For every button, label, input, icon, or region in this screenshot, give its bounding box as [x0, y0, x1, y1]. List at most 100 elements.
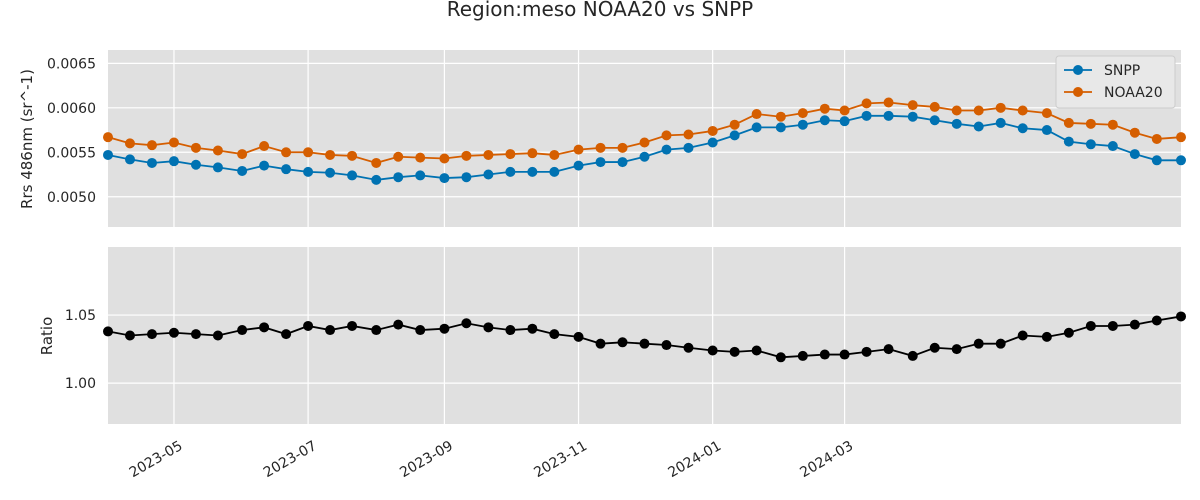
bottom-point-ratio — [839, 349, 850, 360]
bottom-point-ratio — [1129, 319, 1140, 330]
top-point-noaa20 — [237, 149, 248, 160]
bottom-point-ratio — [995, 338, 1006, 349]
x-tick-label: 2024-03 — [797, 438, 856, 481]
top-y-axis-label: Rrs 486nm (sr^-1) — [18, 69, 36, 209]
bottom-point-ratio — [797, 350, 808, 361]
top-point-noaa20 — [729, 119, 740, 130]
top-point-snpp — [259, 160, 270, 171]
top-point-snpp — [505, 166, 516, 177]
bottom-point-ratio — [190, 329, 201, 340]
top-point-snpp — [483, 169, 494, 180]
top-y-tick-label: 0.0060 — [47, 101, 96, 117]
top-point-snpp — [190, 159, 201, 170]
top-point-noaa20 — [439, 153, 450, 164]
bottom-point-ratio — [751, 345, 762, 356]
bottom-point-ratio — [371, 325, 382, 336]
top-point-noaa20 — [1041, 108, 1052, 119]
top-point-snpp — [1107, 141, 1118, 152]
top-point-snpp — [1129, 149, 1140, 160]
top-point-noaa20 — [951, 105, 962, 116]
top-point-snpp — [929, 115, 940, 126]
top-point-noaa20 — [347, 150, 358, 161]
top-point-snpp — [461, 172, 472, 183]
legend-label-noaa20: NOAA20 — [1104, 85, 1163, 101]
top-point-snpp — [527, 166, 538, 177]
top-point-noaa20 — [103, 132, 113, 143]
top-point-snpp — [595, 157, 606, 168]
top-point-noaa20 — [595, 142, 606, 153]
top-point-snpp — [683, 142, 694, 153]
bottom-point-ratio — [146, 329, 157, 340]
top-point-snpp — [1085, 139, 1096, 150]
top-series-group — [103, 97, 1186, 185]
bottom-point-ratio — [1176, 311, 1186, 322]
top-y-ticks: 0.0050 0.0055 0.0060 0.0065 — [47, 56, 96, 205]
bottom-point-ratio — [617, 337, 628, 348]
top-point-snpp — [146, 157, 157, 168]
top-point-noaa20 — [549, 149, 560, 160]
bottom-point-ratio — [303, 320, 314, 331]
top-point-snpp — [371, 174, 382, 185]
bottom-point-ratio — [707, 345, 718, 356]
top-point-noaa20 — [415, 152, 426, 163]
top-point-noaa20 — [973, 105, 984, 116]
bottom-point-ratio — [212, 330, 223, 341]
top-point-snpp — [861, 110, 872, 121]
x-tick-label: 2024-01 — [665, 438, 724, 481]
top-point-noaa20 — [1129, 127, 1140, 138]
bottom-point-ratio — [1107, 320, 1118, 331]
top-point-snpp — [573, 160, 584, 171]
top-point-noaa20 — [797, 108, 808, 119]
top-point-noaa20 — [617, 142, 628, 153]
top-point-noaa20 — [259, 141, 270, 152]
bottom-point-ratio — [883, 344, 894, 355]
x-tick-label: 2023-07 — [261, 438, 320, 481]
top-y-tick-label: 0.0050 — [47, 190, 96, 206]
bottom-point-ratio — [775, 352, 786, 363]
bottom-point-ratio — [951, 344, 962, 355]
top-point-snpp — [439, 173, 450, 184]
top-point-noaa20 — [883, 97, 894, 108]
x-tick-label: 2023-11 — [531, 438, 590, 481]
bottom-point-ratio — [461, 318, 472, 329]
legend: SNPP NOAA20 — [1055, 55, 1176, 109]
bottom-point-ratio — [907, 350, 918, 361]
bottom-point-ratio — [237, 325, 248, 336]
bottom-point-ratio — [393, 319, 404, 330]
chart-title: Region:meso NOAA20 vs SNPP — [447, 0, 753, 21]
bottom-point-ratio — [281, 329, 292, 340]
top-point-snpp — [124, 154, 135, 165]
top-point-noaa20 — [819, 103, 830, 114]
top-point-snpp — [639, 151, 650, 162]
top-point-noaa20 — [661, 130, 672, 141]
top-point-noaa20 — [1017, 105, 1028, 116]
top-point-noaa20 — [1107, 119, 1118, 130]
top-point-snpp — [707, 137, 718, 148]
bottom-point-ratio — [505, 325, 516, 336]
x-tick-label: 2023-09 — [397, 438, 456, 481]
top-point-noaa20 — [371, 157, 382, 168]
bottom-point-ratio — [683, 342, 694, 353]
bottom-point-ratio — [527, 323, 538, 334]
top-point-snpp — [393, 172, 404, 183]
top-point-snpp — [995, 117, 1006, 128]
top-point-snpp — [617, 157, 628, 168]
bottom-point-ratio — [168, 327, 179, 338]
bottom-point-ratio — [483, 322, 494, 333]
bottom-point-ratio — [415, 325, 426, 336]
top-point-noaa20 — [1151, 133, 1162, 144]
top-point-noaa20 — [303, 147, 314, 158]
top-point-snpp — [819, 115, 830, 126]
bottom-point-ratio — [595, 338, 606, 349]
top-point-noaa20 — [1176, 132, 1186, 143]
top-point-snpp — [415, 170, 426, 181]
top-point-noaa20 — [1085, 118, 1096, 129]
x-ticks: 2023-05 2023-07 2023-09 2023-11 2024-01 2024-… — [127, 438, 856, 481]
bottom-y-tick-label: 1.05 — [65, 308, 96, 324]
bottom-point-ratio — [973, 338, 984, 349]
bottom-point-ratio — [259, 322, 270, 333]
top-point-snpp — [347, 170, 358, 181]
top-point-snpp — [951, 118, 962, 129]
top-y-tick-label: 0.0055 — [47, 145, 96, 161]
